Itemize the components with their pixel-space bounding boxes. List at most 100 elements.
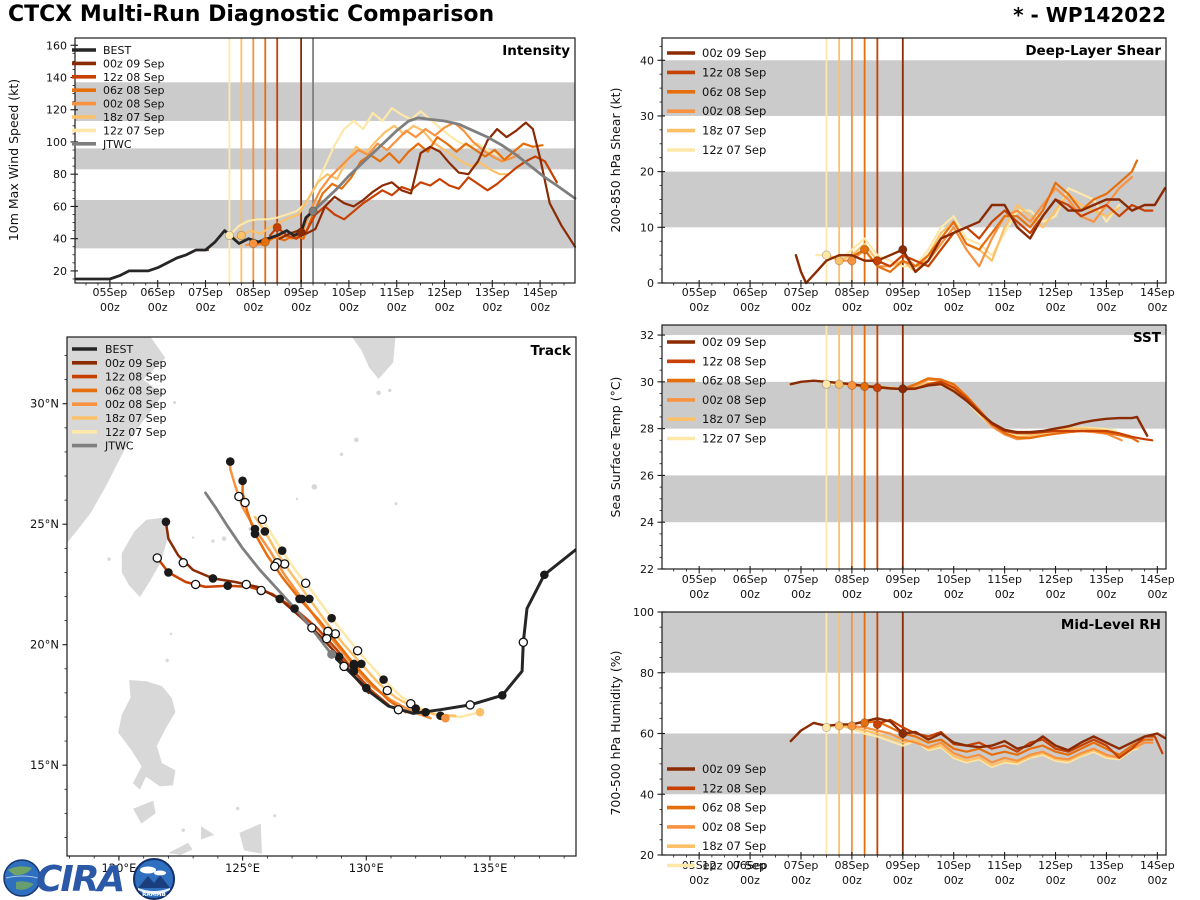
init-marker-r1 xyxy=(872,383,882,393)
track-fix-12z xyxy=(393,704,404,715)
legend-item-r3: 00z 08 Sep xyxy=(72,98,165,111)
legend-label-r3: 00z 08 Sep xyxy=(702,820,766,834)
svg-text:100: 100 xyxy=(633,606,654,619)
track-fix-00z xyxy=(379,675,388,684)
track-fix-00z xyxy=(223,581,233,590)
track-fix-12z xyxy=(321,633,332,644)
cira-wordmark: CIRA xyxy=(36,859,123,900)
series-shear-r0 xyxy=(794,187,1167,285)
rh-shaded-band xyxy=(662,612,1166,673)
svg-text:06Sep: 06Sep xyxy=(733,286,768,299)
series-rh-r4 xyxy=(835,724,1141,767)
svg-text:00z: 00z xyxy=(387,301,407,314)
legend-item-r2: 06z 08 Sep xyxy=(667,374,766,388)
legend-item-r1: 12z 08 Sep xyxy=(667,65,766,79)
track-fix-00z xyxy=(361,683,371,693)
legend-item-r1: 12z 08 Sep xyxy=(72,71,165,84)
svg-text:00z: 00z xyxy=(530,301,550,314)
svg-text:40: 40 xyxy=(640,788,654,801)
jtwc-start-marker xyxy=(327,649,337,659)
svg-text:11Sep: 11Sep xyxy=(379,286,414,299)
track-fix-00z xyxy=(238,476,247,486)
track-fix-00z xyxy=(421,707,430,717)
init-marker-r5 xyxy=(821,722,832,733)
svg-text:12Sep: 12Sep xyxy=(1038,286,1073,299)
svg-text:30°N: 30°N xyxy=(30,397,59,411)
legend-item-r0: 00z 09 Sep xyxy=(667,46,766,60)
track-fix-00z xyxy=(161,517,171,527)
legend-item-best: BEST xyxy=(72,343,133,356)
svg-text:06Sep: 06Sep xyxy=(140,286,175,299)
intensity-panel-title: Intensity xyxy=(502,43,570,59)
svg-text:30: 30 xyxy=(640,110,654,123)
panel-shear: 0 10 20 30 40 05Sep 00z 06Sep 00z 07Sep 00z 08Sep 00… xyxy=(608,37,1175,314)
intensity-y-axis-label: 10m Max Wind Speed (kt) xyxy=(6,79,21,241)
svg-text:13Sep: 13Sep xyxy=(475,286,510,299)
init-marker-r0 xyxy=(296,227,306,237)
legend-item-r3: 00z 08 Sep xyxy=(667,104,766,118)
sst-shaded-band xyxy=(662,475,1166,523)
legend-item-jtwc: JTWC xyxy=(72,138,132,151)
track-fix-00z xyxy=(334,652,344,662)
svg-text:15°N: 15°N xyxy=(30,758,59,772)
legend-item-r2: 06z 08 Sep xyxy=(72,384,167,397)
svg-text:05Sep: 05Sep xyxy=(93,286,128,299)
init-marker-r5 xyxy=(821,250,832,260)
globe-icon xyxy=(3,859,41,897)
init-marker-r2 xyxy=(860,718,870,728)
legend-label-r3: 00z 08 Sep xyxy=(702,393,766,407)
shear-y-axis-label: 200-850 hPa Shear (kt) xyxy=(608,88,623,233)
svg-text:00z: 00z xyxy=(689,588,709,601)
legend-label-r1: 12z 08 Sep xyxy=(105,371,167,384)
svg-text:130°E: 130°E xyxy=(349,861,384,875)
svg-text:08Sep: 08Sep xyxy=(236,286,271,299)
svg-text:135°E: 135°E xyxy=(472,861,507,875)
series-rh-r5 xyxy=(825,724,1139,768)
track-lines xyxy=(152,457,576,723)
track-fix-00z xyxy=(277,546,287,556)
svg-text:08Sep: 08Sep xyxy=(835,286,870,299)
svg-text:05Sep: 05Sep xyxy=(682,859,717,872)
legend-label-r3: 00z 08 Sep xyxy=(103,98,165,111)
svg-text:12Sep: 12Sep xyxy=(1038,573,1073,586)
legend-label-r4: 18z 07 Sep xyxy=(702,839,766,853)
svg-text:00z: 00z xyxy=(100,301,120,314)
legend-label-r2: 06z 08 Sep xyxy=(702,374,766,388)
svg-text:0: 0 xyxy=(647,277,654,290)
intensity-shaded-band xyxy=(75,82,575,122)
svg-text:30: 30 xyxy=(640,376,654,389)
svg-text:24: 24 xyxy=(640,516,654,529)
track-fix-12z xyxy=(257,514,268,525)
legend-item-r5: 12z 07 Sep xyxy=(667,143,766,157)
track-fix-12z xyxy=(300,578,311,588)
legend-label-r4: 18z 07 Sep xyxy=(103,111,165,124)
track-fix-00z xyxy=(164,568,173,577)
panel-intensity: 20 40 60 80 100 120 140 160 05Sep 00z 06Sep 00z 07Se… xyxy=(6,37,577,314)
legend-label-r4: 18z 07 Sep xyxy=(105,412,167,425)
svg-text:08Sep: 08Sep xyxy=(835,573,870,586)
track-fix-00z xyxy=(357,659,366,669)
track-fix-00z xyxy=(225,457,235,466)
svg-text:09Sep: 09Sep xyxy=(885,573,920,586)
track-fix-12z xyxy=(190,579,201,590)
svg-text:00z: 00z xyxy=(740,874,760,887)
track-fix-00z xyxy=(327,613,336,623)
svg-text:09Sep: 09Sep xyxy=(885,859,920,872)
track-fix-12z xyxy=(241,579,252,590)
legend-item-r1: 12z 08 Sep xyxy=(72,371,167,384)
panel-track: 120°E 125°E 130°E 135°E 15°N 20°N 25°N 30°N Trac… xyxy=(30,336,577,875)
axis-rh: 20 40 60 80 100 05Sep 00z 06Sep 00z 07Sep 00z 08Sep… xyxy=(633,606,1175,887)
legend-label-r0: 00z 09 Sep xyxy=(105,357,167,370)
axis-intensity: 20 40 60 80 100 120 140 160 05Sep 00z 06Sep 00z 07Se… xyxy=(46,37,576,314)
sst-y-axis-label: Sea Surface Temp (°C) xyxy=(608,377,623,518)
svg-text:28: 28 xyxy=(640,423,654,436)
svg-text:120°E: 120°E xyxy=(101,861,136,875)
svg-text:00z: 00z xyxy=(893,588,913,601)
axis-sst: 22 24 26 28 30 32 05Sep 00z 06Sep 00z 07Sep 00z 08Se… xyxy=(640,324,1175,601)
sst-panel-title: SST xyxy=(1133,330,1162,346)
legend-label-r0: 00z 09 Sep xyxy=(702,762,766,776)
init-marker-r5 xyxy=(821,379,832,389)
svg-text:00z: 00z xyxy=(740,588,760,601)
svg-text:00z: 00z xyxy=(995,874,1015,887)
